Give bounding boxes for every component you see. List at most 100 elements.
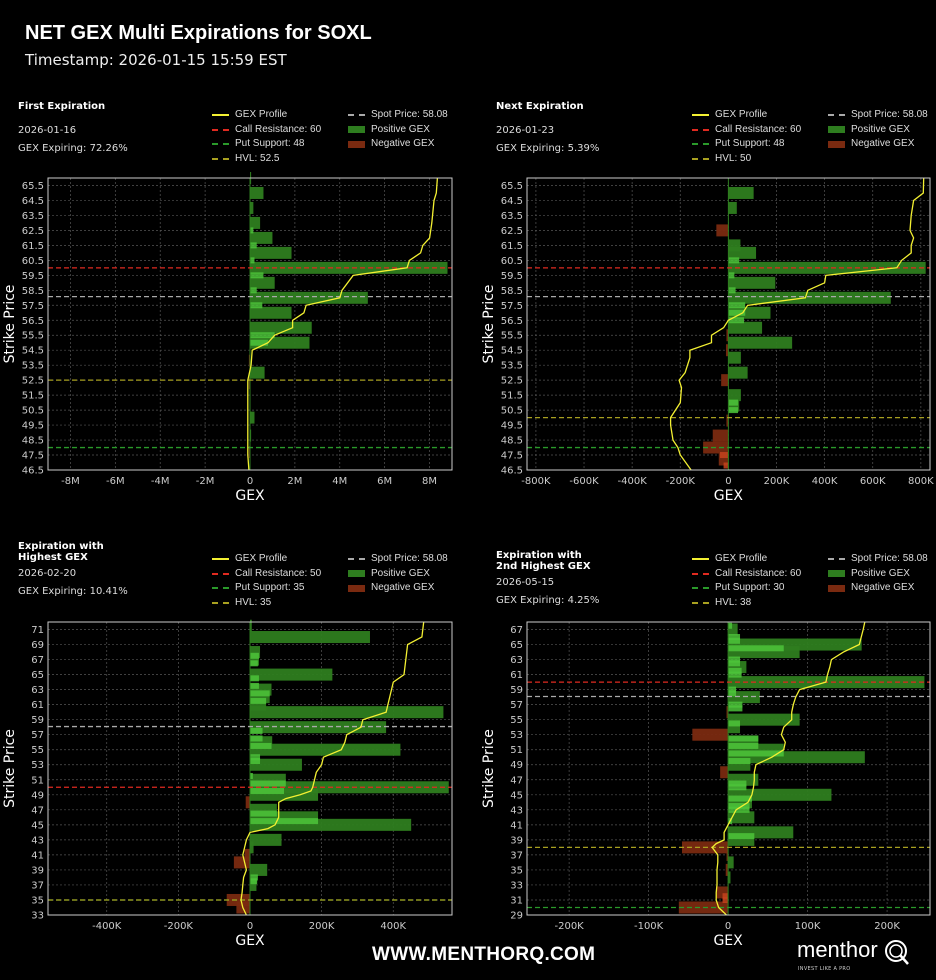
legend-label: Spot Price: 58.08 bbox=[851, 553, 928, 564]
legend-label: Call Resistance: 60 bbox=[235, 123, 322, 135]
panel-title: Expiration with Highest GEX bbox=[18, 541, 104, 563]
positive-gex-bar bbox=[728, 788, 832, 801]
positive-gex-bar bbox=[250, 863, 268, 876]
positive-gex-bar bbox=[728, 742, 759, 749]
positive-gex-bar bbox=[250, 721, 387, 734]
y-tick-label: 59 bbox=[510, 685, 523, 696]
y-tick-label: 65 bbox=[31, 670, 44, 681]
x-tick-label: 200K bbox=[874, 921, 900, 932]
legend-label: Spot Price: 58.08 bbox=[851, 109, 928, 120]
x-tick-label: 6M bbox=[377, 476, 392, 487]
positive-gex-bar bbox=[728, 705, 743, 712]
legend-swatch-icon bbox=[212, 558, 229, 560]
legend-profile: GEX Profile bbox=[692, 109, 767, 121]
legend-put-support: Put Support: 30 bbox=[692, 582, 785, 594]
y-tick-label: 51.5 bbox=[22, 391, 44, 402]
y-tick-label: 53 bbox=[31, 760, 44, 771]
legend-positive: Positive GEX bbox=[828, 568, 910, 580]
legend-swatch-icon bbox=[828, 570, 845, 577]
plot-frame bbox=[47, 621, 453, 916]
positive-gex-bar bbox=[250, 653, 259, 666]
positive-gex-bar bbox=[250, 201, 254, 214]
legend-label: Put Support: 30 bbox=[715, 582, 785, 593]
gex-profile-line bbox=[240, 621, 425, 916]
x-tick-label: -4M bbox=[151, 476, 170, 487]
y-tick-label: 48.5 bbox=[22, 436, 44, 447]
y-tick-label: 55 bbox=[31, 745, 44, 756]
y-tick-label: 47 bbox=[31, 805, 44, 816]
legend-label: Positive GEX bbox=[851, 123, 910, 135]
y-tick-label: 54.5 bbox=[501, 346, 523, 357]
legend-swatch-icon bbox=[348, 140, 365, 148]
negative-gex-bar bbox=[726, 329, 729, 342]
positive-gex-bar bbox=[250, 878, 258, 885]
y-tick-label: 61 bbox=[510, 670, 523, 681]
footer-url[interactable]: WWW.MENTHORQ.COM bbox=[372, 944, 596, 965]
y-tick-label: 41 bbox=[510, 820, 523, 831]
y-tick-label: 63.5 bbox=[22, 211, 44, 222]
positive-gex-bar bbox=[250, 411, 255, 424]
positive-gex-bar bbox=[728, 784, 747, 791]
positive-gex-bar bbox=[250, 332, 275, 339]
y-tick-label: 57 bbox=[31, 730, 44, 741]
positive-gex-bar bbox=[728, 306, 771, 319]
positive-gex-bar bbox=[728, 645, 784, 652]
positive-gex-bar bbox=[728, 389, 741, 402]
positive-gex-bar bbox=[250, 690, 270, 697]
y-tick-label: 63 bbox=[510, 655, 523, 666]
negative-gex-bar bbox=[721, 374, 729, 387]
legend-swatch-icon bbox=[692, 157, 709, 160]
panel-title-line: Highest GEX bbox=[18, 552, 88, 563]
positive-gex-bar bbox=[728, 856, 734, 869]
legend-put-support: Put Support: 35 bbox=[212, 582, 305, 594]
chart-2: -800K -600K -400K -200K 0 200K 400K 600K 800K 46.… bbox=[481, 177, 934, 504]
legend-negative: Negative GEX bbox=[348, 582, 434, 594]
positive-gex-bar bbox=[250, 257, 255, 264]
positive-gex-bar bbox=[728, 637, 741, 644]
y-tick-label: 50.5 bbox=[22, 406, 44, 417]
y-axis-label: Strike Price bbox=[481, 729, 497, 808]
positive-gex-bar bbox=[728, 780, 747, 787]
y-tick-label: 69 bbox=[31, 640, 44, 651]
y-tick-label: 60.5 bbox=[22, 256, 44, 267]
legend-label: Put Support: 48 bbox=[715, 138, 785, 149]
y-tick-label: 31 bbox=[510, 895, 523, 906]
x-tick-label: 400K bbox=[380, 921, 406, 932]
negative-gex-bar bbox=[248, 446, 250, 459]
negative-gex-bar bbox=[725, 863, 729, 876]
positive-gex-bar bbox=[728, 366, 748, 379]
negative-gex-bar bbox=[718, 453, 729, 466]
positive-gex-bar bbox=[250, 339, 268, 346]
y-tick-label: 54.5 bbox=[22, 346, 44, 357]
y-tick-label: 63 bbox=[31, 685, 44, 696]
legend-label: GEX Profile bbox=[715, 553, 768, 564]
y-tick-label: 46.5 bbox=[501, 466, 523, 477]
expiration-date: 2026-01-23 bbox=[496, 125, 555, 136]
y-tick-label: 61.5 bbox=[22, 241, 44, 252]
negative-gex-bar bbox=[723, 462, 729, 469]
y-tick-label: 51.5 bbox=[501, 391, 523, 402]
positive-gex-bar bbox=[250, 818, 319, 825]
positive-gex-bar bbox=[250, 660, 258, 667]
positive-gex-bar bbox=[250, 675, 259, 682]
legend-positive: Positive GEX bbox=[828, 124, 910, 136]
legend-swatch-icon bbox=[828, 114, 845, 116]
negative-gex-bar bbox=[722, 896, 729, 903]
legend-swatch-icon bbox=[348, 584, 365, 592]
legend-label: Positive GEX bbox=[371, 123, 430, 135]
legend-label: GEX Profile bbox=[235, 553, 288, 564]
panel-title: First Expiration bbox=[18, 101, 106, 112]
x-axis-label: GEX bbox=[713, 933, 743, 949]
positive-gex-bar bbox=[728, 287, 736, 294]
y-tick-label: 37 bbox=[31, 880, 44, 891]
positive-gex-bar bbox=[250, 773, 253, 780]
positive-gex-bar bbox=[728, 803, 750, 810]
plot-frame bbox=[47, 177, 453, 471]
legend-swatch-icon bbox=[348, 558, 365, 560]
gex-expiring: GEX Expiring: 72.26% bbox=[18, 143, 128, 154]
legend-swatch-icon bbox=[212, 157, 229, 160]
positive-gex-bar bbox=[250, 757, 261, 764]
positive-gex-bar bbox=[728, 351, 741, 364]
legend-label: Call Resistance: 60 bbox=[715, 567, 802, 579]
legend-swatch-icon bbox=[212, 143, 229, 145]
